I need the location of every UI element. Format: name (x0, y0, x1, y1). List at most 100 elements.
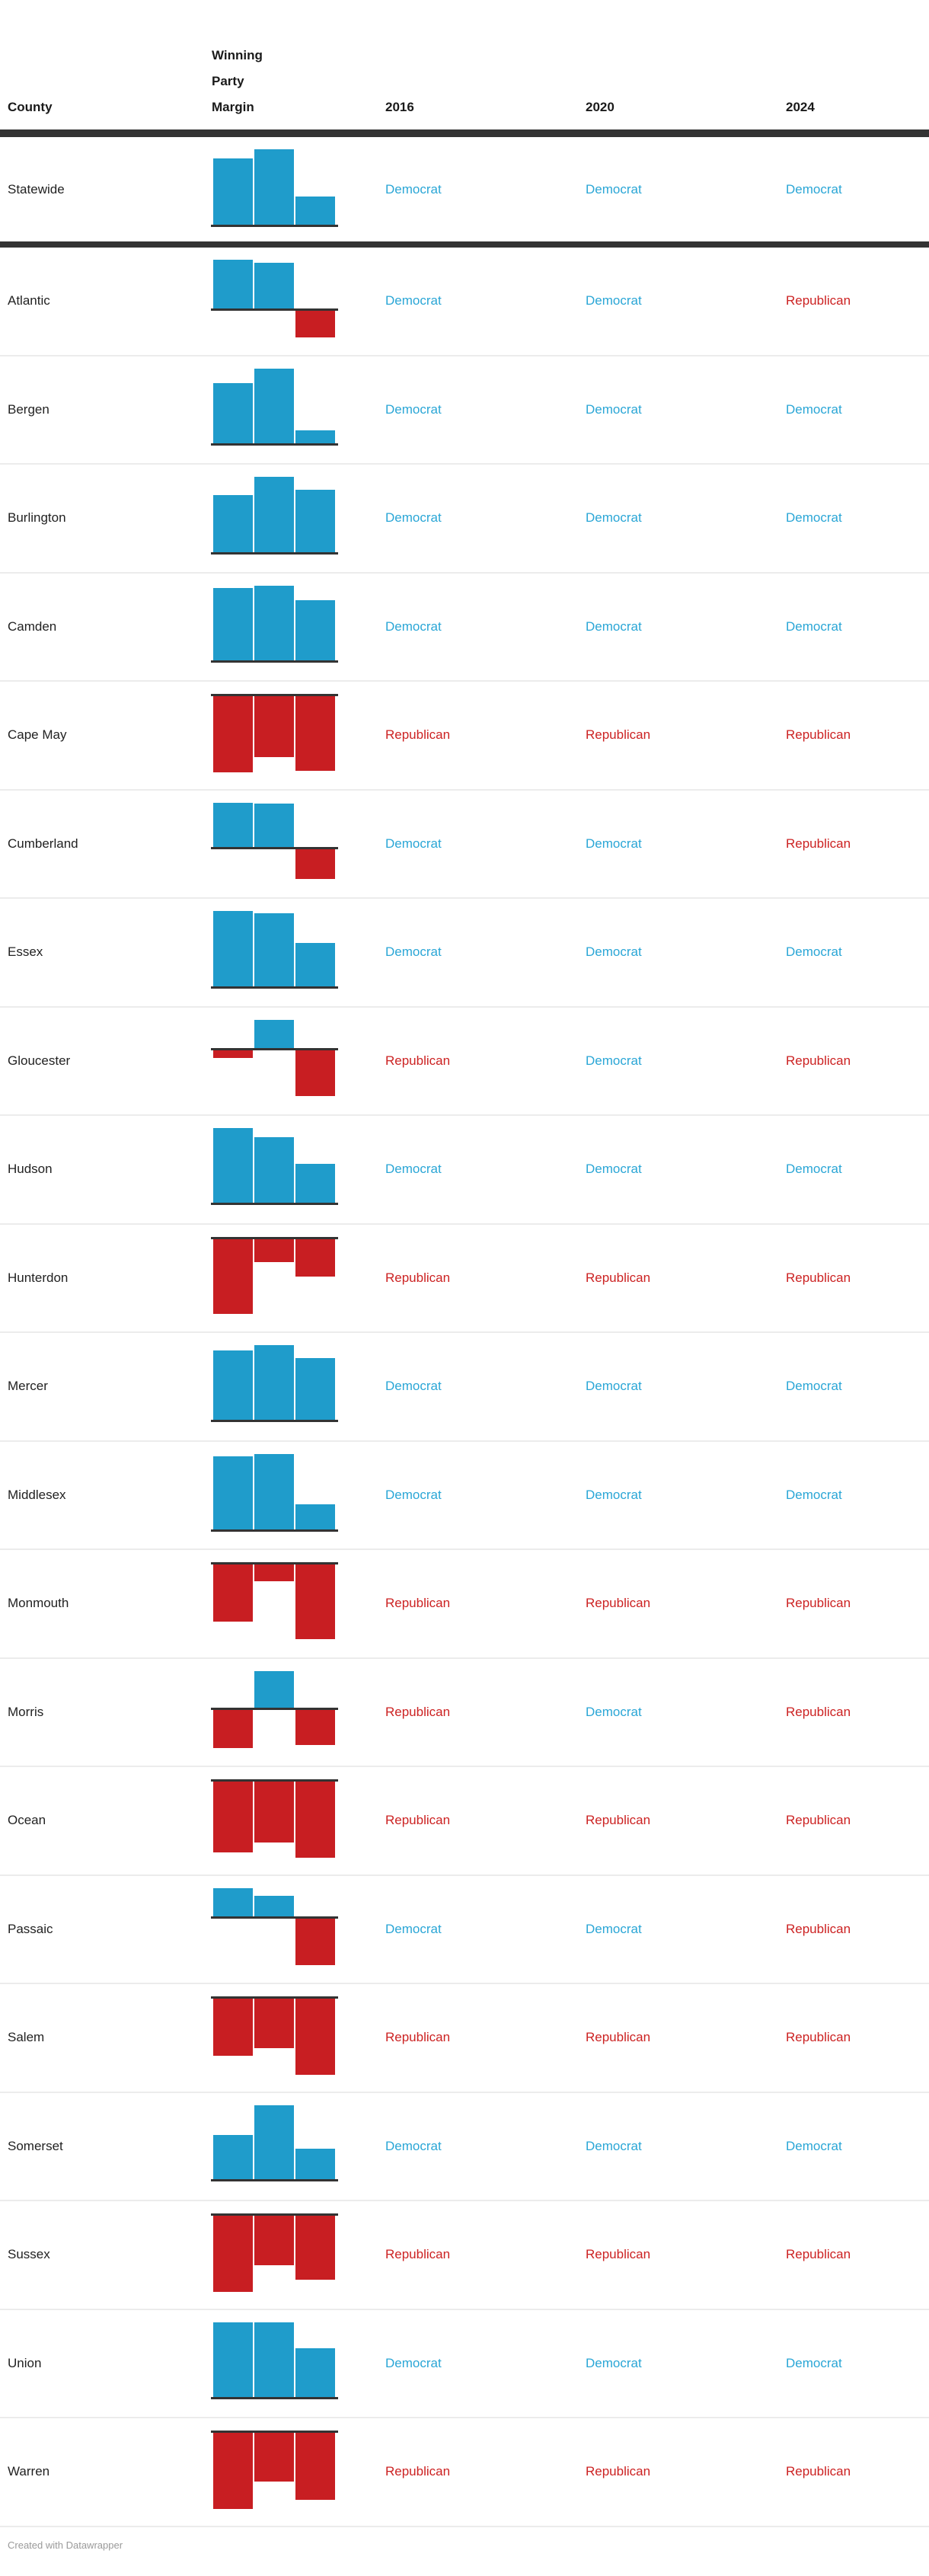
winner-2016: Republican (385, 1813, 451, 1828)
zero-baseline (211, 2396, 338, 2399)
margin-column-chart (211, 368, 338, 447)
margin-mini-chart-cell (211, 899, 385, 1006)
county-name: Union (8, 2355, 42, 2370)
winner-2016: Democrat (385, 510, 442, 526)
margin-bar-2020 (254, 1019, 294, 1048)
zero-baseline (211, 1996, 338, 1999)
margin-bar-2020 (254, 1895, 294, 1916)
winner-2024: Republican (786, 1270, 851, 1285)
winner-2020: Democrat (586, 618, 642, 634)
zero-baseline (211, 1779, 338, 1782)
winner-2016: Republican (385, 1270, 451, 1285)
table-row: Middlesex Democrat Democrat Democrat (0, 1442, 929, 1550)
winner-2020: Republican (586, 2247, 651, 2262)
margin-bar-2016 (213, 1238, 253, 1314)
winner-2016: Democrat (385, 1487, 442, 1502)
table-row: Cape May Republican Republican Republica… (0, 682, 929, 791)
winner-2024: Democrat (786, 618, 842, 634)
zero-baseline (211, 225, 338, 227)
margin-bar-2020 (254, 1670, 294, 1708)
winner-2016: Democrat (385, 618, 442, 634)
margin-bar-2020 (254, 1453, 294, 1529)
margin-bar-2020 (254, 1999, 294, 2048)
winner-2016: Democrat (385, 836, 442, 851)
winner-2016: Republican (385, 1053, 451, 1068)
margin-bar-2024 (295, 1164, 335, 1203)
table-row: Warren Republican Republican Republican (0, 2418, 929, 2527)
margin-bar-2020 (254, 585, 294, 660)
margin-bar-2024 (295, 430, 335, 443)
margin-column-chart (211, 1128, 338, 1207)
margin-column-chart (211, 1345, 338, 1424)
margin-bar-2024 (295, 1238, 335, 1277)
margin-column-chart (211, 1453, 338, 1532)
county-name: Mercer (8, 1379, 48, 1394)
margin-mini-chart-cell (211, 2418, 385, 2526)
margin-column-chart (211, 2105, 338, 2184)
table-row: Bergen Democrat Democrat Democrat (0, 356, 929, 465)
zero-baseline (211, 846, 338, 849)
county-name: Bergen (8, 401, 49, 417)
winner-2020: Republican (586, 2030, 651, 2045)
margin-mini-chart-cell (211, 1767, 385, 1874)
margin-bar-2016 (213, 495, 253, 552)
winner-2024: Democrat (786, 2355, 842, 2370)
zero-baseline (211, 1562, 338, 1564)
winner-2020: Democrat (586, 401, 642, 417)
margin-bar-2024 (295, 2433, 335, 2500)
winner-2016: Republican (385, 1704, 451, 1719)
county-name: Burlington (8, 510, 66, 526)
margin-column-chart (211, 694, 338, 772)
zero-baseline (211, 1529, 338, 1532)
header-winning-party-margin: Winning Party Margin (212, 48, 263, 114)
margin-bar-2020 (254, 477, 294, 552)
winner-2024: Republican (786, 1704, 851, 1719)
winner-2020: Democrat (586, 1921, 642, 1936)
winner-2016: Republican (385, 2030, 451, 2045)
margin-bar-2016 (213, 911, 253, 986)
margin-bar-2016 (213, 2134, 253, 2179)
winner-2024: Republican (786, 1053, 851, 1068)
margin-bar-2016 (213, 1050, 253, 1058)
margin-column-chart (211, 1236, 338, 1315)
winner-2016: Republican (385, 2247, 451, 2262)
margin-bar-2024 (295, 1918, 335, 1965)
winner-2020: Democrat (586, 1704, 642, 1719)
margin-column-chart (211, 1019, 338, 1098)
margin-mini-chart-cell (211, 1876, 385, 1983)
zero-baseline (211, 660, 338, 663)
margin-bar-2016 (213, 158, 253, 225)
margin-bar-2024 (295, 2216, 335, 2280)
margin-mini-chart-cell (211, 1984, 385, 2092)
margin-column-chart (211, 149, 338, 228)
zero-baseline (211, 1203, 338, 1205)
table-row: Passaic Democrat Democrat Republican (0, 1876, 929, 1984)
margin-column-chart (211, 260, 338, 338)
margin-mini-chart-cell (211, 1116, 385, 1223)
margin-bar-2020 (254, 913, 294, 986)
zero-baseline (211, 2178, 338, 2181)
county-name: Middlesex (8, 1487, 66, 1502)
winner-2020: Democrat (586, 1487, 642, 1502)
winner-2020: Democrat (586, 944, 642, 960)
county-name: Camden (8, 618, 57, 634)
margin-mini-chart-cell (211, 1659, 385, 1766)
table-header: County Winning Party Margin 2016 2020 20… (0, 0, 929, 137)
margin-bar-2020 (254, 368, 294, 443)
header-year-2024: 2024 (786, 100, 815, 114)
winner-2024: Democrat (786, 1379, 842, 1394)
table-body: Statewide Democrat Democrat Democrat Atl… (0, 137, 929, 2527)
margin-bar-2016 (213, 1350, 253, 1420)
table-row: Somerset Democrat Democrat Democrat (0, 2093, 929, 2201)
margin-bar-2020 (254, 696, 294, 757)
zero-baseline (211, 1236, 338, 1239)
table-row: Atlantic Democrat Democrat Republican (0, 248, 929, 356)
table-row: Essex Democrat Democrat Democrat (0, 899, 929, 1008)
margin-bar-2016 (213, 260, 253, 308)
datawrapper-credit-link[interactable]: Created with Datawrapper (8, 2539, 123, 2551)
table-row: Morris Republican Democrat Republican (0, 1659, 929, 1767)
margin-bar-2024 (295, 1782, 335, 1858)
winner-2020: Democrat (586, 2138, 642, 2153)
table-row: Gloucester Republican Democrat Republica… (0, 1008, 929, 1116)
